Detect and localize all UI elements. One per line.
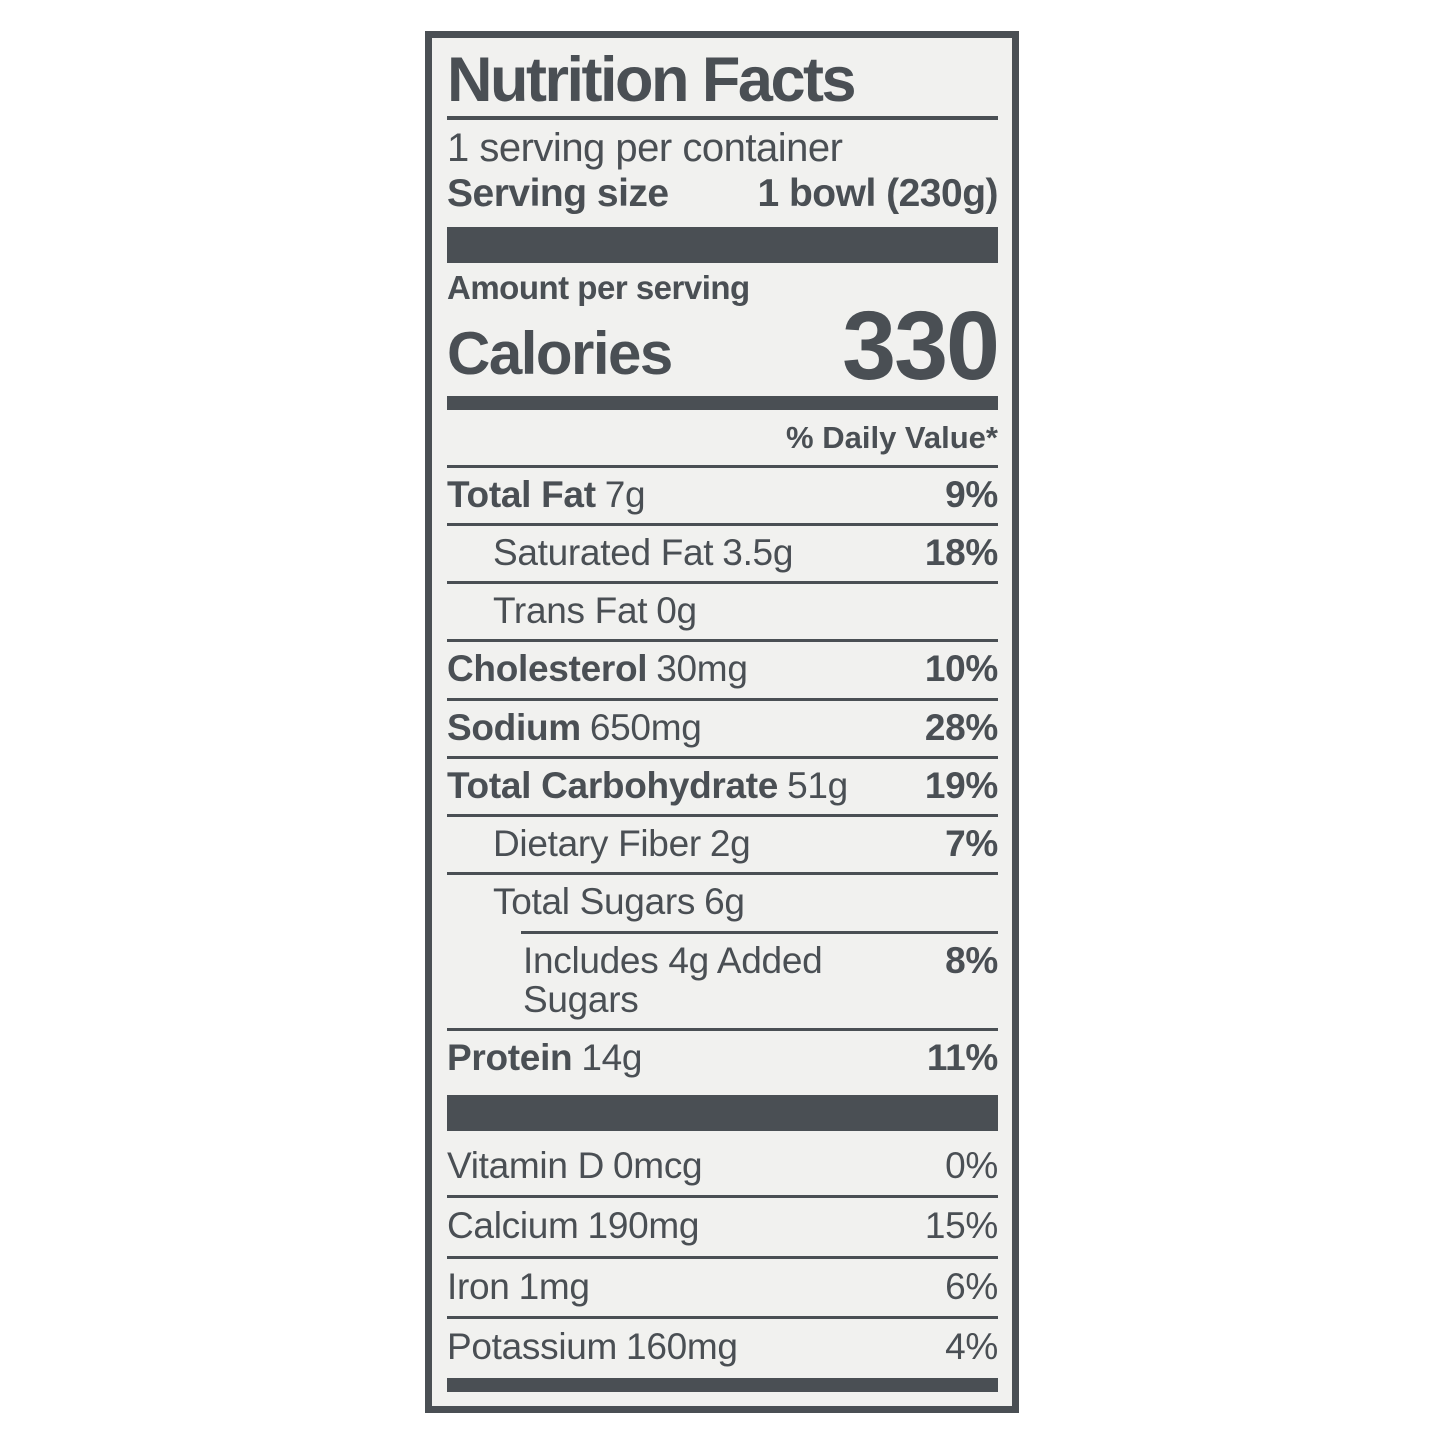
divider-thin	[447, 814, 998, 818]
serving-size-value: 1 bowl (230g)	[757, 172, 998, 216]
divider-medium	[447, 1378, 998, 1393]
serving-size-row: Serving size 1 bowl (230g)	[447, 171, 998, 218]
nutrient-name: Includes 4g Added Sugars	[523, 939, 823, 1020]
vitamin-name: Calcium	[447, 1205, 579, 1247]
nutrient-name: Cholesterol	[447, 648, 648, 690]
vitamin-dv: 6%	[945, 1265, 998, 1307]
vitamin-amount: 0mcg	[613, 1145, 703, 1187]
vitamin-name: Potassium	[447, 1325, 618, 1367]
nutrient-dv: 10%	[924, 648, 998, 690]
nutrition-facts-panel: Nutrition Facts 1 serving per container …	[425, 31, 1019, 1413]
nutrient-amount: 30mg	[656, 648, 748, 690]
daily-value-header: % Daily Value*	[786, 419, 998, 455]
daily-value-footnote: * The % Daily Value (DV) tells you how m…	[447, 1396, 998, 1406]
nutrient-name: Trans Fat	[493, 590, 648, 632]
nutrient-name: Total Fat	[447, 473, 596, 515]
servings-per-container: 1 serving per container	[447, 126, 843, 171]
nutrient-amount: 0g	[656, 590, 697, 632]
nutrient-amount: 7g	[604, 473, 646, 515]
nutrient-amount: 51g	[787, 764, 848, 806]
vitamin-name: Iron	[447, 1265, 510, 1307]
vitamin-dv: 0%	[945, 1145, 998, 1187]
nutrient-amount: 650mg	[589, 706, 702, 748]
divider-thin	[447, 523, 998, 527]
divider-thin	[447, 1255, 998, 1259]
nutrient-dv: 19%	[924, 764, 998, 806]
divider-medium	[447, 395, 998, 410]
vitamin-amount: 1mg	[518, 1265, 590, 1307]
vitamin-row-calcium: Calcium 190mg 15%	[447, 1198, 998, 1255]
nutrient-amount: 14g	[581, 1036, 643, 1078]
nutrient-row-total-sugars: Total Sugars 6g	[447, 875, 998, 930]
vitamin-dv: 15%	[924, 1205, 998, 1247]
vitamin-row-iron: Iron 1mg 6%	[447, 1259, 998, 1316]
vitamin-amount: 160mg	[626, 1325, 738, 1367]
divider-thick	[447, 1095, 998, 1132]
nutrient-dv: 11%	[926, 1036, 998, 1078]
divider-thin	[447, 755, 998, 759]
nutrient-name: Total Sugars	[493, 881, 696, 923]
nutrient-name: Protein	[447, 1036, 573, 1078]
divider-thin-indented	[521, 930, 998, 934]
nutrient-row-sodium: Sodium 650mg 28%	[447, 701, 998, 756]
nutrient-dv: 18%	[924, 532, 998, 574]
divider-thin	[447, 116, 998, 121]
nutrient-name: Dietary Fiber	[493, 823, 701, 865]
vitamin-name: Vitamin D	[447, 1145, 605, 1187]
nutrient-dv: 9%	[945, 473, 998, 515]
nutrient-row-dietary-fiber: Dietary Fiber 2g 7%	[447, 817, 998, 872]
vitamins-section: Vitamin D 0mcg 0% Calcium 190mg 15% Iron 1m…	[447, 1138, 998, 1376]
vitamin-row-vitamin-d: Vitamin D 0mcg 0%	[447, 1138, 998, 1195]
nutrient-dv: 7%	[945, 823, 998, 865]
nutrient-name: Sodium	[447, 706, 581, 748]
divider-thin	[447, 1315, 998, 1319]
nutrient-row-total-carbohydrate: Total Carbohydrate 51g 19%	[447, 759, 998, 814]
nutrient-name: Saturated Fat	[493, 532, 714, 574]
nutrient-amount: 3.5g	[722, 532, 794, 574]
nutrient-row-trans-fat: Trans Fat 0g	[447, 584, 998, 639]
vitamin-amount: 190mg	[587, 1205, 700, 1247]
nutrient-row-cholesterol: Cholesterol 30mg 10%	[447, 642, 998, 697]
divider-thin	[447, 464, 998, 468]
vitamin-dv: 4%	[945, 1325, 998, 1367]
nutrient-row-total-fat: Total Fat 7g 9%	[447, 468, 998, 523]
divider-thin	[447, 1027, 998, 1031]
nutrient-row-added-sugars: Includes 4g Added Sugars 8%	[447, 934, 998, 1028]
panel-title: Nutrition Facts	[447, 45, 857, 115]
nutrient-dv: 8%	[945, 939, 998, 981]
serving-size-label: Serving size	[447, 172, 669, 216]
divider-thin	[447, 639, 998, 643]
vitamin-row-potassium: Potassium 160mg 4%	[447, 1319, 998, 1376]
calories-row: Calories 330	[447, 291, 1000, 401]
divider-thin	[447, 872, 998, 876]
nutrient-dv: 28%	[924, 706, 998, 748]
divider-thick	[447, 226, 998, 263]
nutrient-name: Total Carbohydrate	[447, 764, 779, 806]
nutrient-amount: 6g	[704, 881, 745, 923]
calories-label: Calories	[447, 319, 673, 387]
calories-value: 330	[842, 291, 1000, 401]
nutrient-row-saturated-fat: Saturated Fat 3.5g 18%	[447, 526, 998, 581]
nutrient-row-protein: Protein 14g 11%	[447, 1031, 998, 1086]
nutrient-amount: 2g	[709, 823, 751, 865]
divider-thin	[447, 581, 998, 585]
amount-per-serving-label: Amount per serving	[447, 268, 750, 306]
divider-thin	[447, 697, 998, 701]
divider-thin	[447, 1195, 998, 1199]
